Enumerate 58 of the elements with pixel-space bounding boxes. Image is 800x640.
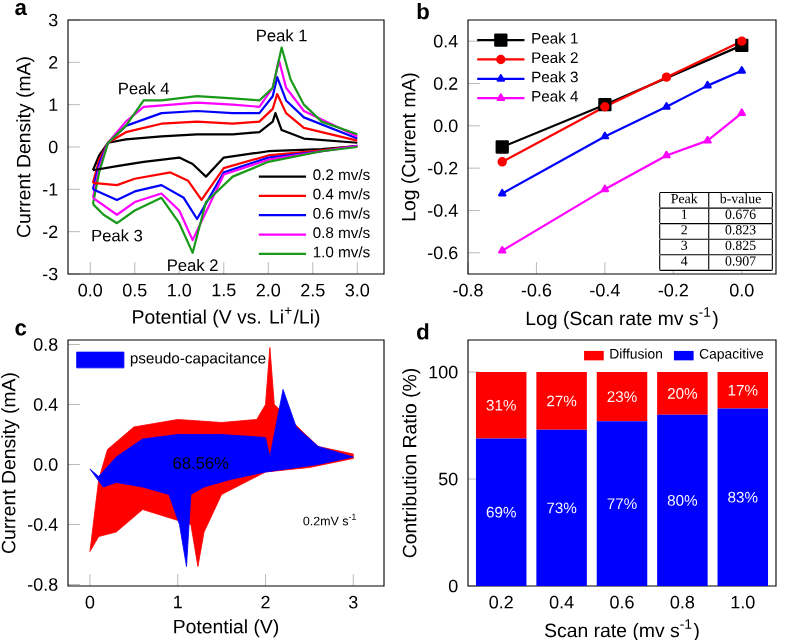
y-tick-label: 1 xyxy=(49,98,58,111)
y-axis-title: Log (Current mA) xyxy=(401,73,420,221)
annotation: Peak 4 xyxy=(119,82,170,95)
x-tick-label: 0.6 xyxy=(610,595,634,609)
y-axis-title: Current Density (mA) xyxy=(1,373,20,553)
x-axis-title: Log (Scan rate mv s$^{-1}$) xyxy=(526,307,718,330)
y-tick-label: 0.4 xyxy=(433,34,458,48)
x-tick-label: 0.5 xyxy=(122,283,147,297)
y-tick-label: 50 xyxy=(438,472,458,486)
x-tick-label: 2 xyxy=(261,595,270,609)
x-tick-label: -0.8 xyxy=(453,283,483,297)
y-tick-label: -0.4 xyxy=(428,204,458,217)
chart-title: b xyxy=(417,2,429,20)
x-tick-label: 1 xyxy=(174,595,182,609)
x-tick-label: 3 xyxy=(348,595,358,609)
y-tick-label: 100 xyxy=(429,365,458,379)
y-tick-label: -3 xyxy=(43,267,58,281)
x-tick-label: 3.0 xyxy=(345,283,370,297)
y-axis-title: Current Density (mA) xyxy=(16,57,35,237)
chart-title: a xyxy=(15,3,28,16)
y-axis-title: Contribution Ratio (%) xyxy=(402,368,421,558)
x-tick-label: 0.0 xyxy=(78,283,103,297)
y-tick-label: -1 xyxy=(43,183,58,196)
annotation: Peak 1 xyxy=(257,29,307,42)
y-tick-label: 2 xyxy=(49,56,58,69)
x-tick-label: 0.4 xyxy=(549,595,574,609)
y-tick-label: 0 xyxy=(448,579,458,593)
chart-title: d xyxy=(417,323,429,340)
y-tick-label: 0.2 xyxy=(433,77,458,90)
x-tick-label: 1.0 xyxy=(168,283,192,297)
x-axis-title: Potential (V vs. Li$^{+}$/Li) xyxy=(133,307,320,328)
x-tick-label: -0.4 xyxy=(590,283,620,297)
y-tick-label: -0.2 xyxy=(428,161,458,175)
y-tick-label: 0.8 xyxy=(33,338,58,351)
y-tick-label: 3 xyxy=(48,13,58,27)
y-tick-label: -0.4 xyxy=(28,518,58,531)
y-tick-label: 0 xyxy=(48,140,58,154)
x-tick-label: -0.2 xyxy=(658,283,688,297)
y-tick-label: -0.6 xyxy=(428,246,458,260)
x-tick-label: 0.0 xyxy=(729,283,754,297)
x-tick-label: -0.6 xyxy=(521,283,552,297)
chart-title: c xyxy=(15,323,27,336)
y-tick-label: 0.4 xyxy=(33,398,58,411)
x-axis-title: Potential (V) xyxy=(174,619,279,638)
x-tick-label: 2.5 xyxy=(301,283,325,297)
y-tick-label: -2 xyxy=(43,225,58,238)
x-tick-label: 0.2 xyxy=(489,595,513,609)
y-tick-label: 0.0 xyxy=(433,119,458,133)
x-tick-label: 1.0 xyxy=(731,595,755,609)
y-tick-label: -0.8 xyxy=(28,578,58,591)
x-tick-label: 2.0 xyxy=(256,283,281,297)
x-tick-label: 0.8 xyxy=(670,595,695,609)
annotation: 68.56% xyxy=(173,457,229,469)
annotation: Peak 3 xyxy=(92,229,143,242)
x-tick-label: 0 xyxy=(85,595,95,609)
y-tick-label: 0.0 xyxy=(33,458,58,471)
annotation: Peak 2 xyxy=(168,258,218,272)
x-tick-label: 1.5 xyxy=(212,283,236,297)
